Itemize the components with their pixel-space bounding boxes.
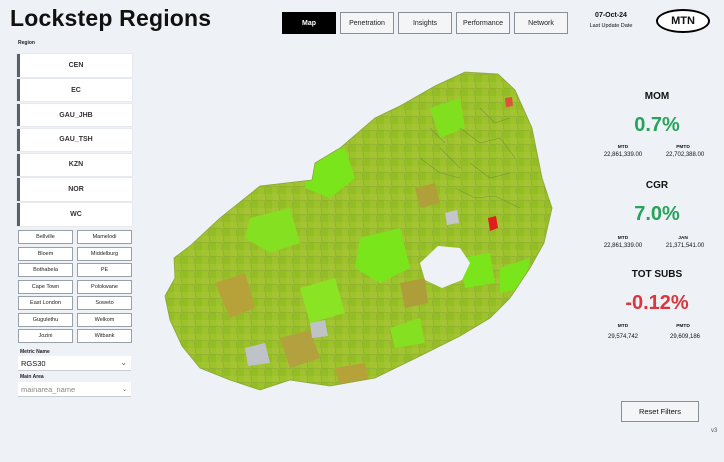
- tot-subs-pmtd-value: 29,609,186: [669, 334, 701, 340]
- area-button-jozini[interactable]: Jozini: [18, 329, 73, 343]
- cgr-jan-value: 21,371,541.00: [665, 243, 705, 249]
- mom-title: MOM: [644, 91, 670, 102]
- chevron-down-icon: ⌄: [120, 358, 127, 367]
- area-button-grid: Bellville Mamelodi Bloem Middelburg Both…: [18, 230, 132, 343]
- area-button-soweto[interactable]: Soweto: [77, 296, 132, 310]
- mtn-logo: MTN: [656, 9, 710, 33]
- main-area-select[interactable]: mainarea_name ⌄: [18, 382, 131, 397]
- mom-pmtd-value: 22,702,388.00: [665, 152, 705, 158]
- mom-mtd-value: 22,861,339.00: [603, 152, 643, 158]
- tab-penetration[interactable]: Penetration: [340, 12, 394, 34]
- south-africa-map[interactable]: [160, 68, 560, 418]
- mom-mtd-label: MTD: [617, 145, 629, 150]
- tab-map[interactable]: Map: [282, 12, 336, 34]
- main-area-label: Main Area: [20, 374, 44, 380]
- area-button-mamelodi[interactable]: Mamelodi: [77, 230, 132, 244]
- region-item-gau-jhb[interactable]: GAU_JHB: [17, 103, 132, 127]
- tot-subs-pmtd-label: PMTD: [676, 324, 690, 329]
- mom-value: 0.7%: [634, 114, 680, 136]
- area-button-bellville[interactable]: Bellville: [18, 230, 73, 244]
- update-label: Last Update Date: [589, 23, 633, 29]
- region-label: Region: [18, 40, 35, 46]
- cgr-mtd-value: 22,861,339.00: [603, 243, 643, 249]
- main-area-placeholder: mainarea_name: [21, 384, 76, 394]
- area-button-witbank[interactable]: Witbank: [77, 329, 132, 343]
- region-item-nor[interactable]: NOR: [17, 178, 132, 201]
- region-item-gau-tsh[interactable]: GAU_TSH: [17, 128, 132, 152]
- area-button-polokwane[interactable]: Polokwane: [77, 279, 132, 294]
- metric-name-label: Metric Name: [20, 349, 50, 355]
- version-label: v3: [711, 428, 718, 434]
- region-list: CEN EC GAU_JHB GAU_TSH KZN NOR WC: [17, 54, 132, 228]
- cgr-title: CGR: [645, 180, 669, 191]
- cgr-mtd-label: MTD: [617, 236, 629, 241]
- tot-subs-value: -0.12%: [625, 292, 689, 314]
- cgr-jan-label: JAN: [678, 236, 688, 241]
- tot-subs-mtd-value: 29,574,742: [607, 334, 639, 340]
- tot-subs-mtd-label: MTD: [617, 324, 629, 329]
- page-title: Lockstep Regions: [10, 5, 212, 31]
- area-button-welkom[interactable]: Welkom: [77, 312, 132, 327]
- mom-pmtd-label: PMTD: [676, 145, 690, 150]
- area-button-bloem[interactable]: Bloem: [18, 246, 73, 261]
- last-update-block: 07-Oct-24 Last Update Date: [578, 12, 644, 29]
- region-item-kzn[interactable]: KZN: [17, 153, 132, 177]
- chevron-down-icon: ⌄: [121, 387, 127, 393]
- region-item-cen[interactable]: CEN: [17, 54, 132, 77]
- area-button-east-london[interactable]: East London: [18, 296, 73, 310]
- region-item-wc[interactable]: WC: [17, 203, 132, 226]
- update-date: 07-Oct-24: [595, 12, 627, 19]
- tot-subs-title: TOT SUBS: [631, 269, 683, 280]
- tab-insights[interactable]: Insights: [398, 12, 452, 34]
- tab-performance[interactable]: Performance: [456, 12, 510, 34]
- area-button-bothabela[interactable]: Bothabela: [18, 263, 73, 277]
- cgr-value: 7.0%: [634, 203, 680, 225]
- tab-network[interactable]: Network: [514, 12, 568, 34]
- area-button-gugulethu[interactable]: Gugulethu: [18, 312, 73, 327]
- area-button-cape-town[interactable]: Cape Town: [18, 279, 73, 294]
- area-button-pe[interactable]: PE: [77, 263, 132, 277]
- metric-name-value: RGS30: [21, 358, 46, 368]
- reset-filters-button[interactable]: Reset Filters: [621, 401, 699, 422]
- region-item-ec[interactable]: EC: [17, 78, 132, 102]
- metric-name-select[interactable]: RGS30 ⌄: [18, 356, 131, 371]
- area-button-middelburg[interactable]: Middelburg: [77, 246, 132, 261]
